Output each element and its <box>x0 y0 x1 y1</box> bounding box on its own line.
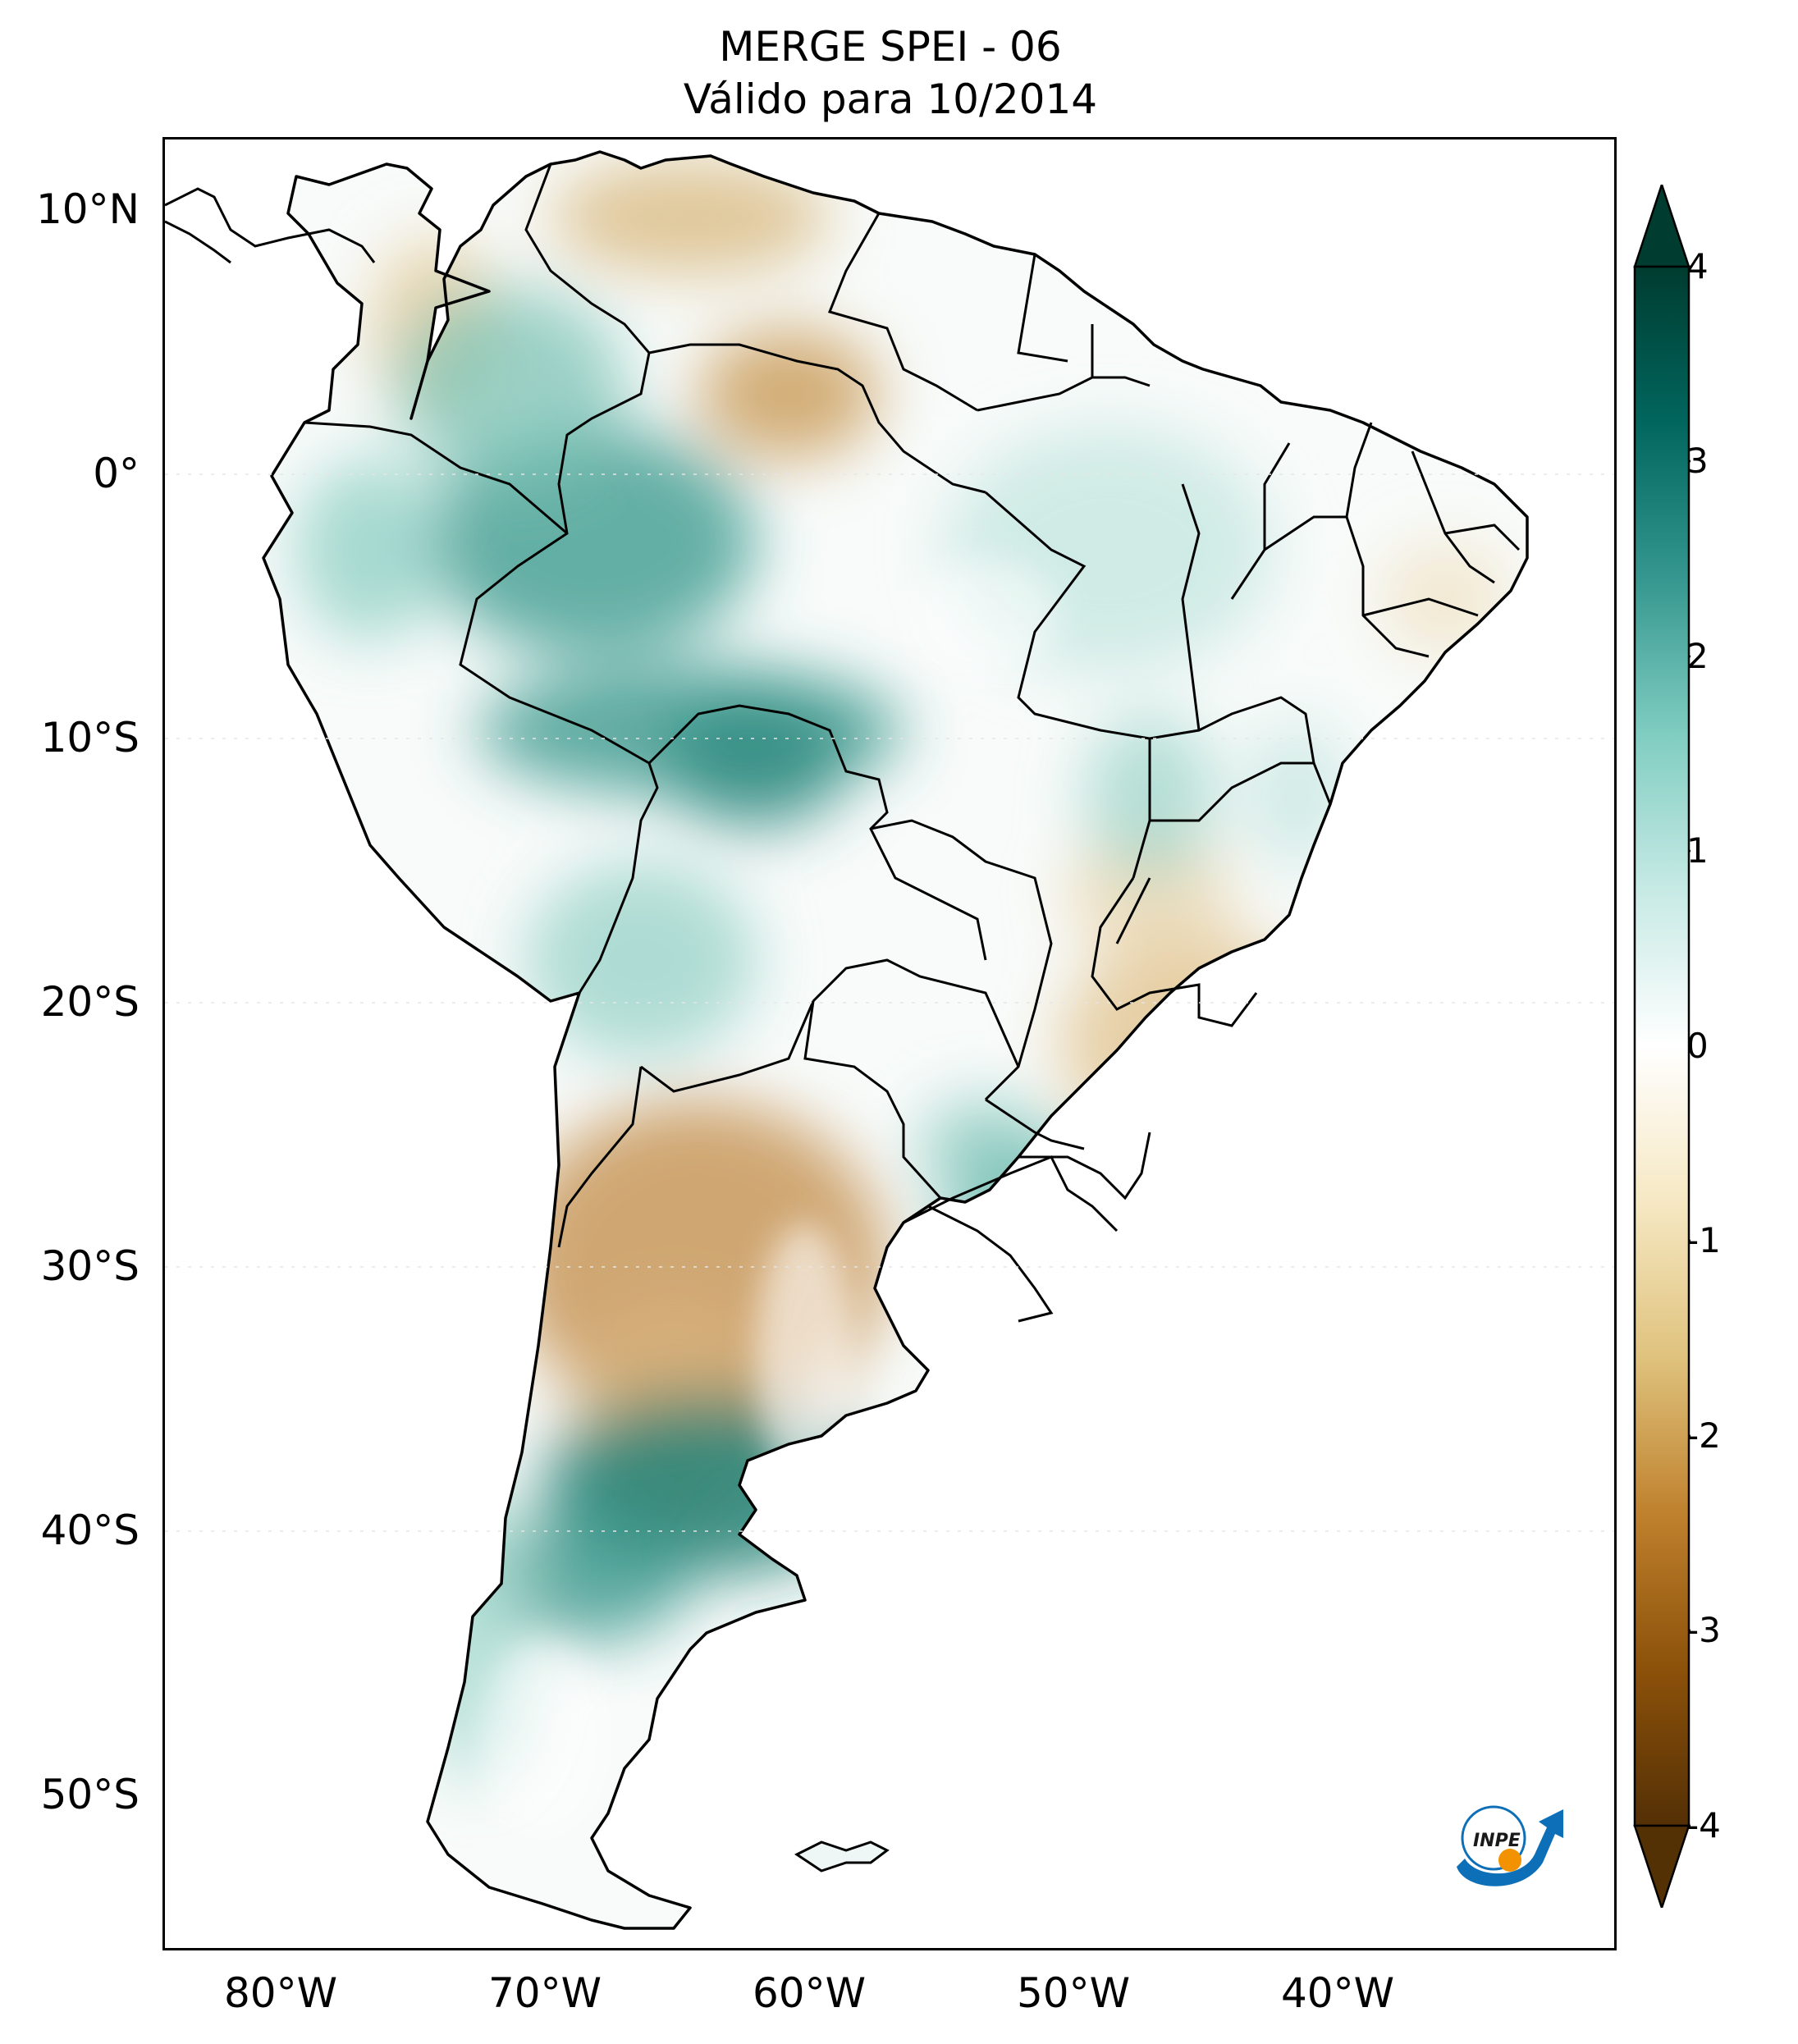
map-title-line1: MERGE SPEI - 06 <box>719 23 1062 71</box>
colorbar-tick-label: 1 <box>1686 830 1709 871</box>
colorbar-tick-label: 4 <box>1686 246 1709 286</box>
map-panel[interactable] <box>162 137 1617 1950</box>
inpe-logo: INPE <box>1457 1805 1563 1886</box>
spei-white-streaks <box>477 558 1059 1838</box>
map-canvas <box>165 150 1614 1930</box>
coastline <box>262 150 1529 1930</box>
colorbar <box>1633 185 1690 1908</box>
lon-label: 50°W <box>1016 1969 1131 2017</box>
colorbar-tick-label: 0 <box>1686 1026 1709 1066</box>
lat-label: 40°S <box>40 1507 140 1554</box>
lon-label: 80°W <box>223 1969 338 2017</box>
colorbar-gradient <box>1633 265 1690 1827</box>
logo-swoosh <box>1457 1809 1563 1886</box>
colorbar-tick-label: -1 <box>1686 1220 1721 1260</box>
logo-sun <box>1498 1849 1521 1872</box>
lat-label: 20°S <box>40 978 140 1026</box>
lon-label: 70°W <box>487 1969 602 2017</box>
colorbar-tick-label: -3 <box>1686 1610 1721 1650</box>
lat-label: 30°S <box>40 1242 140 1290</box>
spei-field <box>263 152 1527 1928</box>
colorbar-tick-label: -4 <box>1686 1805 1721 1845</box>
logo-text: INPE <box>1473 1831 1521 1851</box>
lat-label: 10°S <box>40 714 140 761</box>
falkland-islands <box>794 1841 890 1873</box>
colorbar-min-extend <box>1633 1824 1690 1908</box>
lat-label: 0° <box>93 450 140 497</box>
lon-label: 60°W <box>752 1969 867 2017</box>
graticule <box>165 473 1614 1532</box>
colorbar-tick-label: 3 <box>1686 441 1709 481</box>
colorbar-tick-label: -2 <box>1686 1415 1721 1456</box>
central-america-coast-south <box>165 220 231 264</box>
colorbar-tick-label: 2 <box>1686 636 1709 676</box>
logo-orbit <box>1461 1805 1526 1871</box>
central-america-coast <box>165 187 376 263</box>
lat-label: 50°S <box>40 1771 140 1818</box>
lon-label: 40°W <box>1280 1969 1395 2017</box>
colorbar-max-extend <box>1633 185 1690 268</box>
lat-label: 10°N <box>35 185 140 233</box>
map-title-line2: Válido para 10/2014 <box>683 75 1098 123</box>
borders <box>304 163 1521 1323</box>
